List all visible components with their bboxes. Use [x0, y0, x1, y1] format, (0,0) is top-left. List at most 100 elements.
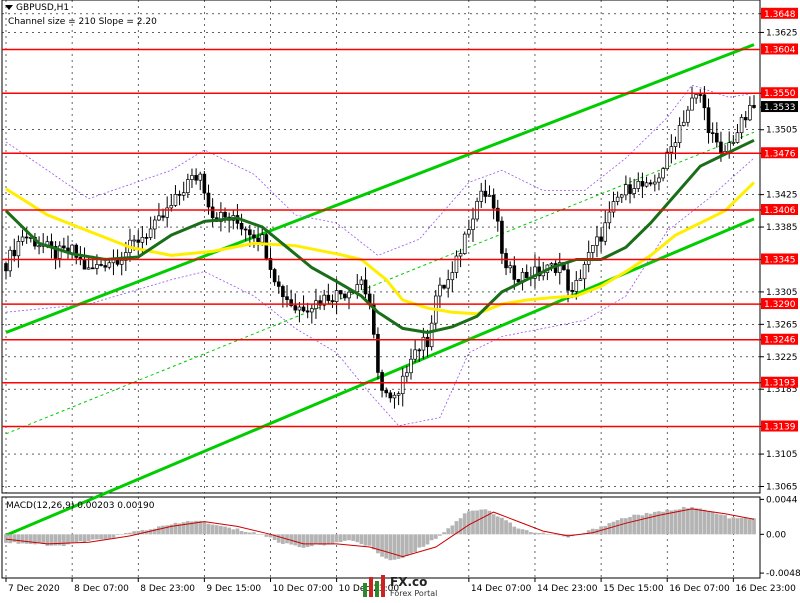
macd-bar [466, 511, 471, 535]
candle [719, 141, 723, 155]
macd-bar [132, 531, 136, 535]
candle [648, 182, 653, 185]
candle [533, 266, 537, 279]
macd-bar [462, 513, 467, 535]
candle [297, 306, 302, 311]
channel-lower-line [5, 217, 755, 537]
candle [677, 125, 682, 144]
macd-bar [388, 534, 393, 561]
macd-bar [128, 532, 132, 535]
candle [256, 237, 260, 243]
candle [657, 177, 661, 183]
macd-bar [161, 525, 165, 535]
macd-bar [351, 534, 355, 541]
candle [210, 206, 215, 219]
macd-bar [392, 534, 397, 560]
candle [595, 236, 599, 246]
candle [392, 394, 397, 399]
level-label: 1.3290 [764, 300, 796, 310]
macd-bar [123, 532, 128, 535]
channel-info: Channel size = 210 Slope = 2.20 [8, 17, 157, 27]
macd-bar [12, 534, 17, 543]
macd-bar [305, 534, 310, 548]
macd-tick-label: 0.0044 [766, 495, 798, 505]
macd-bar [743, 517, 748, 535]
candle [206, 192, 211, 208]
macd-bar [537, 533, 541, 535]
candle [223, 212, 227, 218]
level-tag [761, 333, 798, 345]
macd-bar [483, 509, 488, 535]
candle [698, 94, 703, 96]
macd-bar [210, 524, 215, 535]
macd-bar [99, 534, 103, 540]
x-tick-label: 7 Dec 2020 [8, 584, 60, 594]
candle [12, 249, 17, 257]
macd-bar [731, 517, 736, 535]
macd-bar [636, 514, 641, 535]
macd-bar [181, 522, 186, 535]
candle [363, 279, 368, 295]
macd-bar [264, 534, 269, 537]
macd-bar [624, 518, 628, 535]
macd-bar [450, 525, 455, 535]
macd-tick-label: 0.00 [766, 530, 786, 540]
candle [82, 259, 87, 270]
candle [739, 117, 744, 134]
macd-bar [136, 530, 141, 535]
candle [413, 349, 417, 360]
candle [442, 284, 446, 289]
macd-bar [169, 524, 174, 535]
candle [90, 267, 95, 270]
candle [310, 308, 314, 313]
candle [276, 281, 281, 287]
macd-bar [433, 534, 438, 539]
candle [467, 229, 471, 235]
macd-bar [723, 515, 727, 535]
candle [644, 182, 649, 187]
level-label: 1.3604 [764, 45, 796, 55]
macd-bar [727, 518, 732, 535]
x-tick-label: 14 Dec 23:00 [537, 584, 598, 594]
macd-bar [268, 534, 273, 538]
candle [8, 249, 12, 272]
macd-bar [338, 534, 343, 542]
level-tag [761, 253, 798, 265]
macd-bar [657, 511, 661, 535]
macd-bar [16, 534, 21, 544]
macd-bar [223, 526, 227, 535]
candle [239, 223, 244, 230]
candle [347, 291, 351, 299]
fxco-logo: FX.co Forex Portal [360, 573, 444, 600]
macd-bar [281, 534, 285, 544]
candle [396, 393, 401, 396]
macd-bar [41, 534, 46, 545]
macd-bar [90, 534, 95, 540]
macd-bar [202, 521, 207, 535]
candle [281, 286, 285, 298]
macd-bar [157, 526, 161, 535]
dropdown-triangle-icon[interactable] [5, 5, 13, 10]
macd-bar [243, 531, 248, 535]
candle [384, 390, 388, 394]
level-label: 1.3345 [764, 255, 796, 265]
candle [70, 244, 74, 254]
candle [491, 194, 496, 209]
macd-bar [673, 509, 678, 535]
candle [62, 245, 66, 249]
macd-bar [198, 520, 203, 535]
macd-bar [669, 510, 674, 535]
macd-bar [508, 522, 513, 535]
candle [479, 190, 484, 202]
macd-bar [619, 518, 624, 535]
macd-bar [442, 532, 446, 535]
candle [512, 265, 517, 280]
level-label: 1.3193 [764, 379, 796, 389]
candle [454, 255, 459, 273]
y-tick-label: 1.3385 [766, 223, 798, 233]
candle [152, 219, 157, 230]
candle [359, 279, 364, 285]
candle [132, 239, 136, 242]
level-tag [761, 204, 798, 216]
